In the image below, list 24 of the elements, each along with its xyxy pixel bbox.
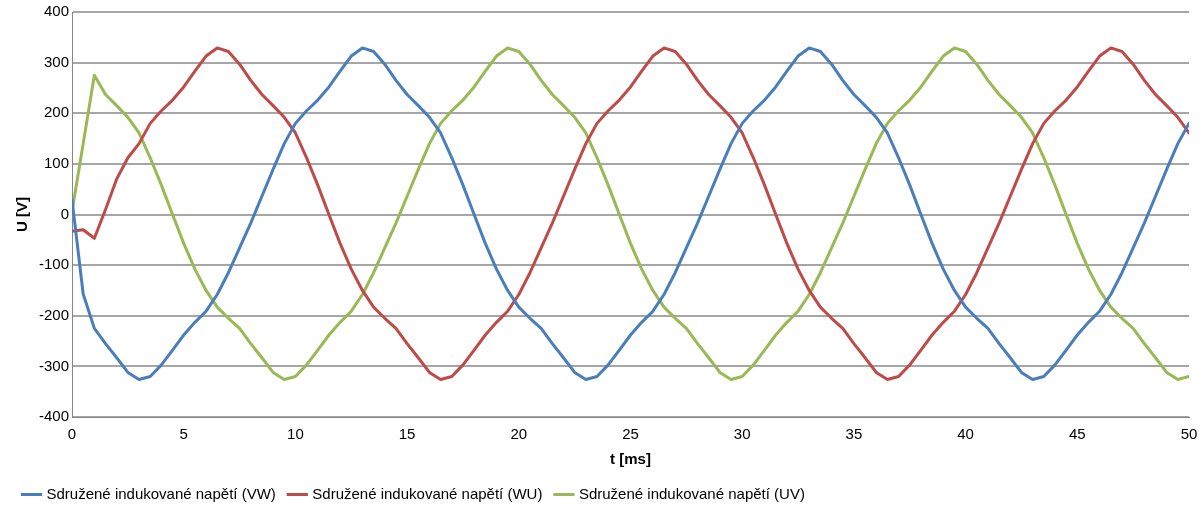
x-tick-label: 15: [398, 425, 416, 443]
y-tick-label: -400: [38, 407, 70, 425]
x-tick-label: 35: [845, 425, 863, 443]
y-tick-label: 0: [60, 204, 70, 222]
y-axis-title: U [V]: [13, 197, 31, 232]
y-tick-label: 300: [43, 52, 70, 70]
x-tick-label: 5: [179, 425, 188, 443]
y-tick-label: -300: [38, 356, 70, 374]
legend-label: Sdružené indukované napětí (WU): [312, 484, 543, 502]
legend-label: Sdružené indukované napětí (UV): [578, 484, 805, 502]
y-tick-label: 100: [43, 154, 70, 172]
x-tick-label: 25: [622, 425, 639, 443]
x-tick-label: 30: [733, 425, 751, 443]
x-tick-label: 45: [1068, 425, 1086, 443]
y-tick-label: -200: [38, 305, 70, 323]
legend-label: Sdružené indukované napětí (VW): [46, 484, 276, 502]
y-tick-label: 400: [43, 2, 70, 20]
x-tick-label: 20: [510, 425, 528, 443]
x-tick-label: 50: [1180, 425, 1198, 443]
y-tick-label: 200: [43, 103, 70, 121]
x-axis-title: t [ms]: [610, 450, 651, 468]
x-tick-label: 40: [957, 425, 974, 443]
x-tick-label: 10: [287, 425, 304, 443]
y-tick-label: -100: [38, 255, 70, 273]
